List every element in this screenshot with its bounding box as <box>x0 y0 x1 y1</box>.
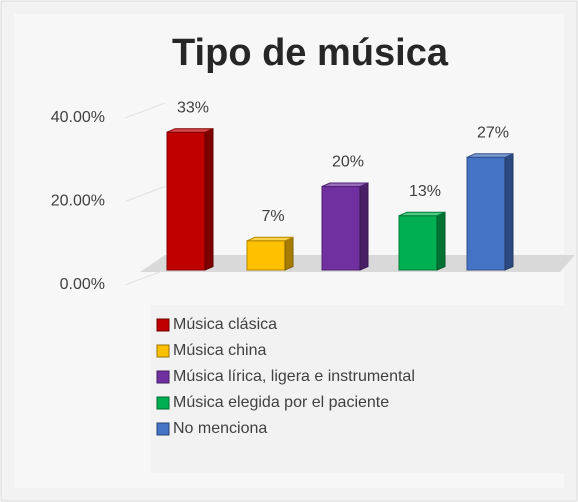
data-label: 27% <box>477 124 509 141</box>
y-tick-label: 0.00% <box>60 276 105 293</box>
legend-label: Música elegida por el paciente <box>173 394 389 411</box>
legend-label: No menciona <box>173 420 267 437</box>
chart-title: Tipo de música <box>172 32 449 74</box>
bar-top <box>398 211 446 217</box>
bar-front <box>166 131 206 271</box>
data-label: 20% <box>332 154 364 171</box>
data-label: 13% <box>409 183 441 200</box>
bar-front <box>246 240 286 271</box>
legend-swatch <box>156 370 170 384</box>
legend-swatch <box>156 422 170 436</box>
y-tick-label: 40.00% <box>51 109 105 126</box>
bar-top <box>166 128 214 133</box>
bar-front <box>466 156 506 271</box>
bar-side <box>204 127 214 271</box>
legend-swatch <box>156 318 170 332</box>
bar-side <box>436 211 446 271</box>
grid-line <box>124 186 166 202</box>
bar-side <box>284 236 294 271</box>
legend-swatch <box>156 344 170 358</box>
legend-label: Música clásica <box>173 316 277 333</box>
legend-swatch <box>156 396 170 410</box>
bar-front <box>398 215 438 271</box>
grid-line <box>124 102 166 119</box>
legend-label: Música china <box>173 342 266 359</box>
legend-label: Música lírica, ligera e instrumental <box>173 368 415 385</box>
data-label: 7% <box>261 208 284 225</box>
bar-top <box>466 153 514 158</box>
y-tick-label: 20.00% <box>51 193 105 210</box>
bar-side <box>504 153 514 271</box>
legend-box <box>150 305 575 473</box>
grid-line <box>124 269 166 286</box>
bar-top <box>321 182 369 187</box>
bar-top <box>246 236 294 242</box>
bar-side <box>359 182 369 271</box>
data-label: 33% <box>177 99 209 116</box>
bar-front <box>321 186 361 271</box>
